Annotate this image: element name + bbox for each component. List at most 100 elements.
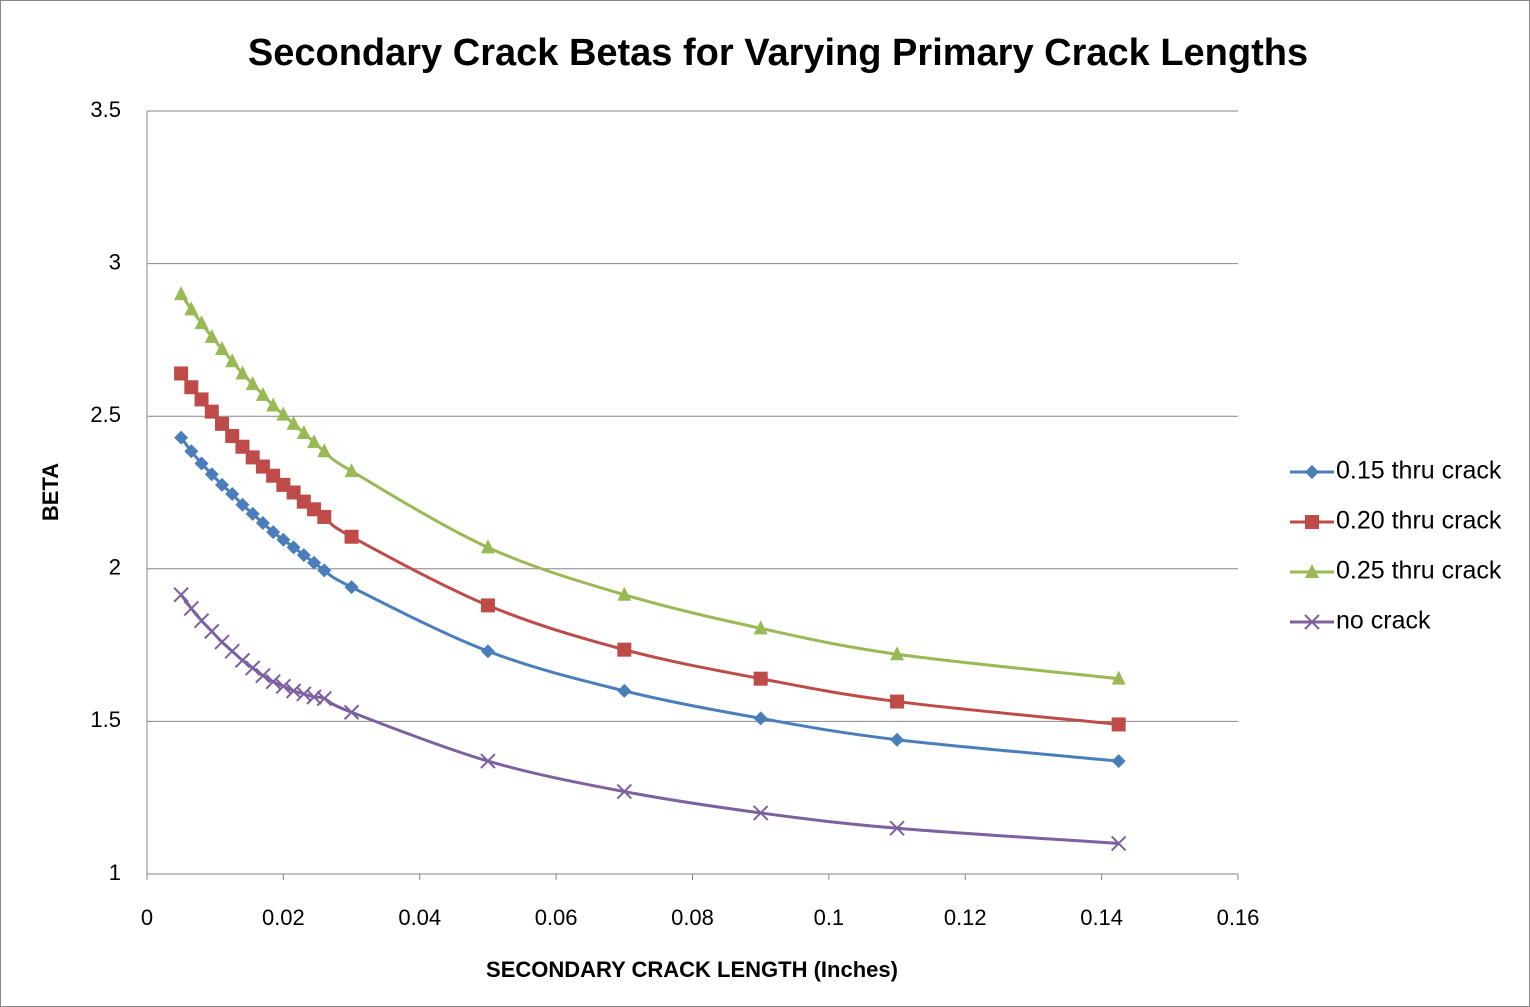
marker (235, 439, 250, 454)
marker (245, 376, 260, 391)
marker (174, 366, 189, 381)
legend-label: 0.20 thru crack (1336, 507, 1502, 535)
marker (244, 660, 261, 676)
marker (344, 529, 359, 544)
y-axis-label: BETA (38, 463, 63, 521)
marker (245, 506, 260, 521)
marker (174, 430, 189, 445)
marker (235, 497, 250, 512)
marker (480, 753, 496, 769)
marker (235, 365, 250, 380)
marker (1304, 614, 1320, 630)
marker (1305, 465, 1319, 479)
marker (344, 463, 359, 478)
marker (296, 548, 311, 563)
marker (184, 444, 199, 459)
x-axis-label: SECONDARY CRACK LENGTH (Inches) (486, 957, 898, 982)
marker (276, 532, 291, 547)
marker (174, 286, 189, 301)
marker (616, 783, 633, 800)
x-tick-label: 0 (141, 905, 153, 930)
marker (204, 328, 219, 343)
marker (296, 686, 312, 702)
marker (1111, 670, 1126, 685)
marker (225, 487, 240, 502)
marker (173, 587, 189, 603)
marker (307, 434, 322, 449)
y-tick-label: 3 (109, 249, 121, 274)
x-tick-label: 0.16 (1217, 905, 1260, 930)
marker (285, 683, 302, 699)
marker (194, 315, 209, 330)
marker (317, 443, 332, 458)
x-tick-label: 0.14 (1080, 905, 1123, 930)
y-tick-label: 2.5 (90, 402, 121, 427)
marker (1111, 717, 1126, 732)
marker (184, 301, 199, 316)
legend-label: 0.15 thru crack (1336, 457, 1502, 485)
marker (890, 646, 905, 661)
marker (1305, 515, 1319, 529)
marker (286, 415, 301, 430)
marker (183, 600, 200, 617)
marker (255, 386, 270, 401)
marker (184, 380, 199, 395)
legend-label: no crack (1336, 607, 1431, 635)
marker (344, 580, 359, 595)
marker (286, 540, 301, 555)
marker (343, 704, 360, 720)
marker (480, 598, 495, 613)
legend-label: 0.25 thru crack (1336, 557, 1502, 585)
marker (890, 732, 905, 747)
x-tick-label: 0.12 (944, 905, 987, 930)
marker (480, 539, 495, 554)
marker (1111, 754, 1126, 769)
marker (317, 563, 332, 578)
marker (296, 424, 311, 439)
y-tick-label: 1 (109, 860, 121, 885)
marker (255, 516, 270, 531)
x-tick-label: 0.06 (535, 905, 578, 930)
marker (215, 341, 230, 356)
chart-title: Secondary Crack Betas for Varying Primar… (248, 32, 1308, 74)
marker (204, 404, 219, 419)
marker (617, 683, 632, 698)
marker (617, 642, 632, 657)
marker (255, 667, 271, 684)
x-tick-label: 0.1 (814, 905, 845, 930)
marker (275, 678, 292, 695)
marker (234, 652, 251, 669)
marker (753, 620, 768, 635)
marker (753, 671, 768, 686)
x-tick-label: 0.08 (671, 905, 714, 930)
marker (1110, 835, 1127, 852)
marker (617, 586, 632, 601)
marker (276, 406, 291, 421)
y-tick-label: 3.5 (90, 97, 121, 122)
marker (215, 416, 230, 431)
y-tick-label: 1.5 (90, 707, 121, 732)
marker (194, 456, 209, 471)
marker (753, 711, 768, 726)
x-tick-label: 0.02 (262, 905, 305, 930)
marker (266, 397, 281, 412)
marker (215, 477, 230, 492)
marker (307, 555, 322, 570)
x-tick-label: 0.04 (398, 905, 441, 930)
marker (194, 392, 209, 407)
marker (266, 525, 281, 540)
marker (890, 694, 905, 709)
y-tick-label: 2 (109, 555, 121, 580)
marker (317, 509, 332, 524)
marker (225, 353, 240, 368)
marker (889, 820, 905, 836)
marker (265, 674, 281, 690)
marker (225, 429, 240, 444)
marker (752, 805, 769, 821)
marker (1305, 564, 1319, 578)
marker (480, 644, 495, 659)
marker (204, 467, 219, 482)
marker (316, 690, 332, 707)
